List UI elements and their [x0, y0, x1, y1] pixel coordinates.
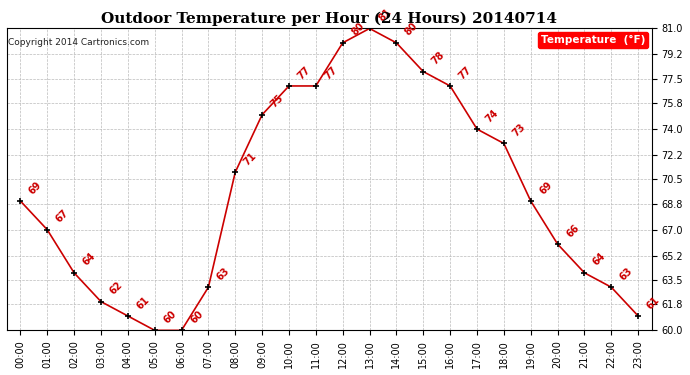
- Legend: Temperature  (°F): Temperature (°F): [538, 32, 649, 48]
- Text: 75: 75: [269, 93, 286, 110]
- Text: 60: 60: [161, 309, 178, 325]
- Title: Outdoor Temperature per Hour (24 Hours) 20140714: Outdoor Temperature per Hour (24 Hours) …: [101, 12, 558, 26]
- Text: 77: 77: [296, 64, 313, 81]
- Text: 66: 66: [564, 222, 581, 239]
- Text: 62: 62: [108, 280, 124, 297]
- Text: 61: 61: [135, 294, 151, 311]
- Text: 78: 78: [430, 50, 446, 66]
- Text: 69: 69: [27, 179, 43, 196]
- Text: 81: 81: [376, 7, 393, 23]
- Text: 67: 67: [54, 208, 70, 225]
- Text: 64: 64: [591, 251, 608, 268]
- Text: 60: 60: [188, 309, 205, 325]
- Text: 77: 77: [457, 64, 473, 81]
- Text: 63: 63: [618, 266, 635, 282]
- Text: 77: 77: [322, 64, 339, 81]
- Text: 63: 63: [215, 266, 232, 282]
- Text: 74: 74: [484, 108, 500, 124]
- Text: 61: 61: [645, 294, 662, 311]
- Text: 71: 71: [242, 150, 259, 167]
- Text: 80: 80: [349, 21, 366, 38]
- Text: 73: 73: [511, 122, 527, 138]
- Text: 80: 80: [403, 21, 420, 38]
- Text: Copyright 2014 Cartronics.com: Copyright 2014 Cartronics.com: [8, 38, 149, 46]
- Text: 69: 69: [538, 179, 554, 196]
- Text: 64: 64: [81, 251, 97, 268]
